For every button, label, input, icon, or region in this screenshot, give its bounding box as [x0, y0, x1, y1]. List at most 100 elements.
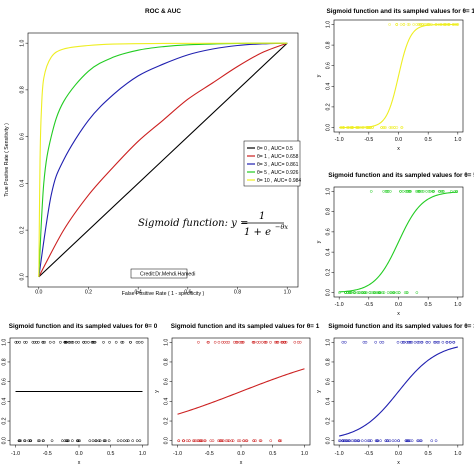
legend-entry: θ= 3 , AUC= 0.861	[257, 162, 299, 168]
panel-sig5: Sigmoid function and its sampled values …	[316, 172, 474, 317]
sample-point	[231, 439, 235, 443]
sample-point	[283, 340, 287, 344]
sample-point	[341, 439, 345, 443]
sample-point	[68, 340, 72, 344]
y-tick-label: 0.6	[2, 378, 8, 385]
y-tick-label: 0.0	[326, 437, 332, 444]
sample-point	[412, 23, 415, 26]
x-axis-label: x	[397, 460, 400, 466]
x-tick-label: 0.8	[234, 290, 241, 296]
x-tick-label: -1.0	[335, 137, 344, 143]
sample-point	[370, 439, 373, 443]
sigmoid-curve	[339, 346, 458, 437]
sample-point	[226, 439, 230, 443]
y-tick-label: 1.0	[164, 339, 170, 346]
sample-point	[116, 439, 120, 443]
y-axis-label: True Positive Rate ( Sensitivity )	[4, 123, 10, 197]
sampled-points	[338, 340, 456, 443]
sample-point	[240, 340, 243, 344]
sample-point	[386, 439, 390, 443]
sample-point	[393, 126, 397, 129]
sample-point	[65, 439, 68, 443]
x-tick-label: 0.6	[184, 290, 191, 296]
sample-point	[244, 439, 248, 443]
y-tick-label: 0.4	[2, 398, 8, 405]
sample-point	[48, 340, 52, 344]
sample-point	[218, 439, 222, 443]
y-tick-label: 0.8	[19, 86, 25, 93]
sample-point	[379, 439, 382, 443]
credit-box	[130, 268, 188, 279]
sample-point	[129, 340, 132, 344]
roc-curve-theta-0	[38, 42, 288, 278]
x-tick-label: 0.2	[85, 290, 92, 296]
sample-point	[221, 439, 225, 443]
sample-point	[91, 439, 95, 443]
sigmoid-equation: Sigmoid function: y = 1 1 + e −θx	[138, 211, 288, 238]
sample-point	[410, 439, 414, 443]
sample-point	[368, 439, 372, 443]
sample-point	[269, 439, 273, 443]
sample-point	[441, 340, 445, 344]
y-tick-label: 0.6	[20, 133, 26, 140]
sample-point	[432, 190, 435, 193]
x-axis-label: x	[240, 460, 243, 466]
x-tick-label: 0.0	[395, 451, 402, 457]
sample-point	[345, 439, 349, 443]
sample-point	[428, 340, 431, 344]
sample-point	[236, 340, 239, 344]
sample-point	[140, 340, 144, 344]
sample-point	[114, 340, 118, 344]
equation-denominator: 1 + e	[244, 227, 271, 238]
sample-point	[448, 340, 452, 344]
sample-point	[217, 439, 220, 443]
sample-point	[23, 439, 26, 443]
legend-entry: θ= 1 , AUC= 0.658	[257, 154, 299, 160]
sample-point	[77, 439, 80, 443]
sample-point	[407, 23, 411, 26]
sample-point	[364, 439, 367, 443]
sample-point	[122, 439, 126, 443]
roc-curve-theta-5	[38, 42, 288, 277]
sample-point	[28, 439, 32, 443]
sample-point	[192, 439, 196, 443]
sample-point	[71, 439, 74, 443]
sample-point	[236, 439, 240, 443]
sample-point	[415, 23, 418, 26]
sample-point	[94, 439, 98, 443]
sample-point	[399, 23, 403, 26]
sample-point	[137, 340, 141, 344]
roc-curve-theta-3	[38, 42, 288, 277]
sample-point	[408, 340, 411, 344]
sample-point	[382, 291, 386, 294]
sample-point	[430, 439, 434, 443]
sample-point	[188, 439, 191, 443]
sample-point	[213, 340, 217, 344]
legend-entry: θ= 10 , AUC= 0.984	[257, 178, 301, 184]
x-tick-label: 0.0	[237, 451, 244, 457]
sample-point	[403, 291, 407, 294]
sample-point	[31, 340, 35, 344]
sample-point	[279, 439, 283, 443]
sample-point	[203, 439, 206, 443]
y-tick-label: 0.6	[326, 378, 332, 385]
sample-point	[400, 340, 403, 344]
sample-point	[397, 291, 401, 294]
sample-point	[374, 291, 378, 294]
sample-point	[227, 439, 231, 443]
x-tick-label: 0.0	[35, 290, 42, 296]
sample-point	[104, 439, 107, 443]
x-tick-label: 0.5	[425, 137, 432, 143]
sample-point	[364, 340, 368, 344]
sample-point	[379, 291, 382, 294]
y-tick-label: 0.8	[326, 358, 332, 365]
sample-point	[27, 439, 30, 443]
sample-point	[373, 291, 377, 294]
sample-point	[389, 291, 393, 294]
sample-point	[98, 439, 102, 443]
x-axis-label: False Positive Rate ( 1 - specificity )	[122, 291, 205, 297]
sample-point	[245, 439, 249, 443]
sample-point	[356, 439, 360, 443]
sample-point	[238, 340, 242, 344]
sample-point	[399, 190, 402, 193]
